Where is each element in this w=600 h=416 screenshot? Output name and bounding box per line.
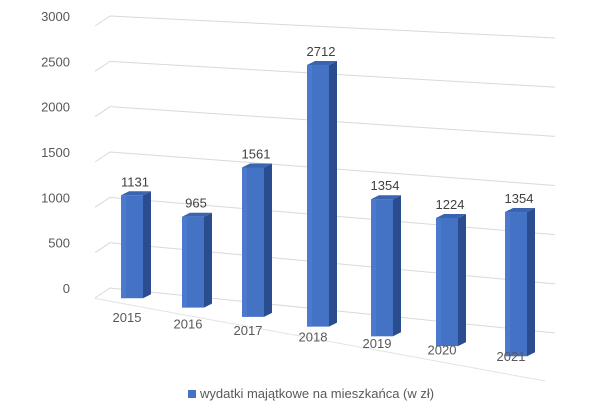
- y-axis: 0 500 1000 1500 2000 2500 3000: [41, 9, 70, 296]
- bar-side: [204, 212, 212, 308]
- bar-2015: 1131: [121, 174, 151, 299]
- bar-front: [121, 195, 143, 299]
- y-tick-label: 2500: [41, 54, 70, 69]
- y-tick-label: 3000: [41, 9, 70, 24]
- gridline: [94, 151, 556, 186]
- bar-side: [264, 163, 272, 317]
- y-tick-label: 1000: [41, 190, 70, 205]
- bar-highlight: [436, 217, 441, 347]
- bar-front: [182, 216, 204, 308]
- data-label: 1561: [242, 146, 271, 161]
- gridline: [94, 15, 556, 39]
- bar-top: [307, 61, 337, 66]
- x-axis: 2015 2016 2017 2018 2019 2020 2021: [113, 310, 526, 364]
- bar-front: [505, 212, 527, 357]
- x-tick-label: 2016: [174, 317, 203, 332]
- bar-highlight: [371, 199, 376, 337]
- data-label: 1131: [121, 174, 149, 189]
- bar-highlight: [242, 167, 247, 317]
- bar-2018: 2712: [307, 44, 337, 327]
- gridline: [94, 242, 556, 285]
- bar-front: [242, 167, 264, 317]
- bar-2019: 1354: [371, 178, 401, 337]
- y-tick-label: 2000: [41, 100, 70, 115]
- y-tick-label: 1500: [41, 145, 70, 160]
- y-tick-label: 500: [48, 236, 70, 251]
- bar-2021: 1354: [505, 191, 535, 357]
- y-tick-label: 0: [63, 281, 70, 296]
- gridline: [94, 106, 556, 137]
- x-tick-label: 2019: [363, 336, 392, 351]
- gridlines: [94, 15, 556, 382]
- bar-highlight: [182, 216, 187, 308]
- bar-top: [436, 213, 466, 218]
- data-label: 1354: [505, 191, 534, 206]
- x-tick-label: 2015: [113, 310, 142, 325]
- bar-2020: 1224: [436, 197, 466, 347]
- data-label: 1354: [371, 178, 400, 193]
- bar-top: [505, 208, 535, 213]
- legend: wydatki majątkowe na mieszkańca (w zł): [188, 386, 434, 401]
- gridline: [94, 287, 556, 334]
- x-tick-label: 2020: [428, 343, 457, 358]
- bar-2016: 965: [182, 196, 212, 308]
- legend-label: wydatki majątkowe na mieszkańca (w zł): [199, 386, 434, 401]
- bars: 1131 965 1561 2712 1354 1224 1354: [121, 44, 535, 357]
- bar-front: [307, 65, 329, 327]
- bar-highlight: [307, 65, 312, 327]
- gridline: [94, 60, 556, 88]
- bar-front: [436, 217, 458, 347]
- bar-side: [458, 213, 466, 347]
- bar-top: [371, 195, 401, 200]
- gridline: [94, 196, 556, 236]
- data-label: 965: [185, 196, 207, 211]
- bar-side: [393, 195, 401, 337]
- data-label: 1224: [436, 197, 465, 212]
- bar-top: [242, 163, 272, 168]
- x-tick-label: 2021: [497, 349, 526, 364]
- x-tick-label: 2018: [299, 330, 328, 345]
- bar-front: [371, 199, 393, 337]
- bar-top: [121, 191, 151, 196]
- data-label: 2712: [307, 44, 336, 59]
- bar-highlight: [505, 212, 510, 357]
- floor-edge: [94, 297, 546, 382]
- bar-top: [182, 212, 212, 217]
- bar-side: [527, 208, 535, 357]
- bar-side: [143, 191, 151, 299]
- bar-highlight: [121, 195, 126, 299]
- bar-side: [329, 61, 337, 327]
- bar-2017: 1561: [242, 146, 272, 317]
- legend-swatch: [188, 390, 196, 398]
- x-tick-label: 2017: [234, 323, 263, 338]
